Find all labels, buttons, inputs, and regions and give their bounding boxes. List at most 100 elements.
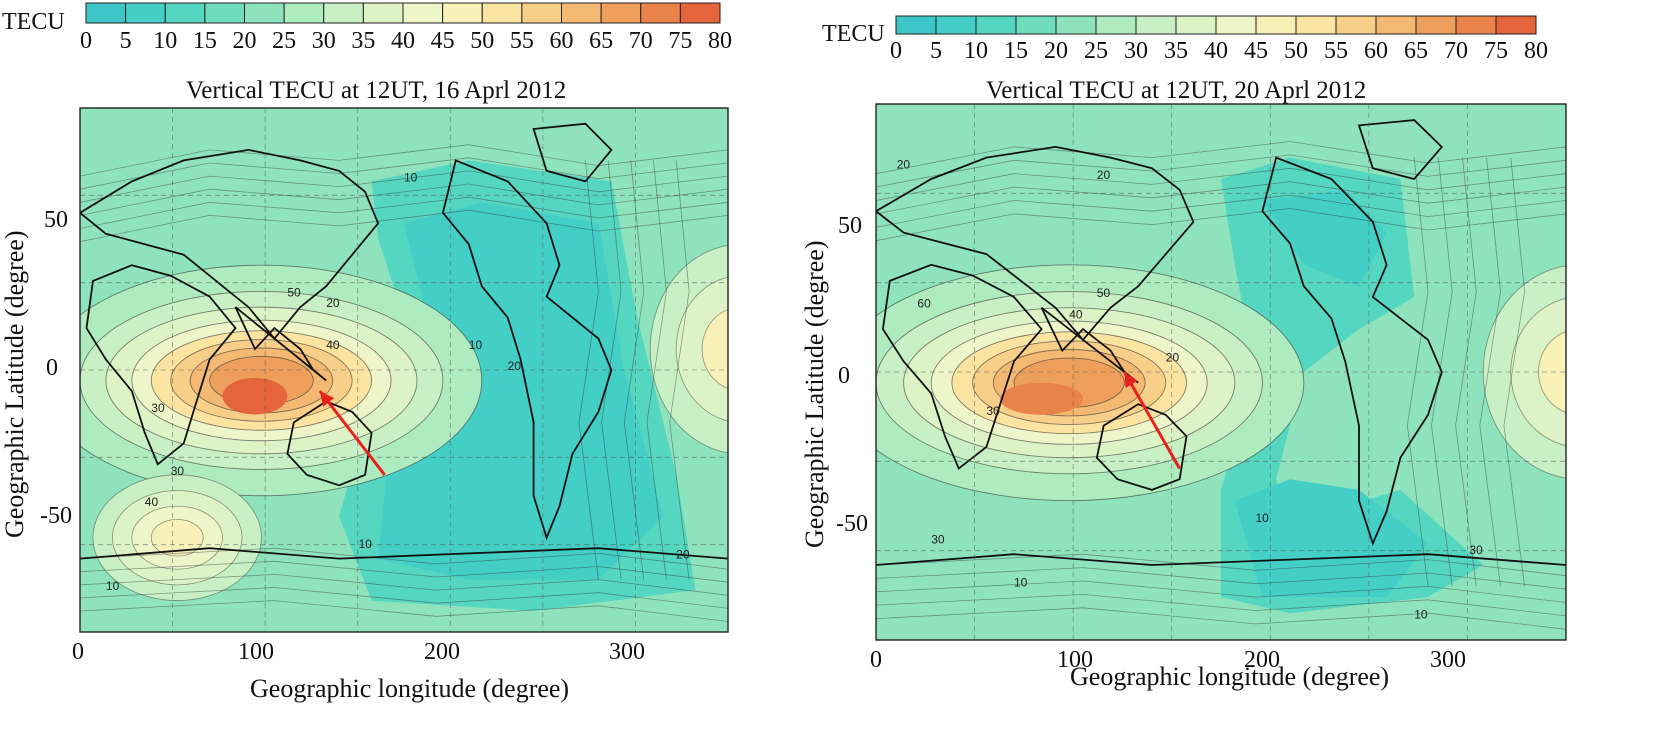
tec-band (1221, 157, 1484, 614)
tec-contour-band (701, 309, 728, 389)
tec-contour (80, 170, 728, 203)
map-title: Vertical TECU at 12UT, 16 Aprl 2012 (186, 77, 567, 104)
tec-map-right: 20 20 20 30 40 50 60 10 10 10 30 30 (875, 103, 1567, 641)
colorbar-tick: 60 (1364, 38, 1388, 64)
colorbar-tick: 35 (1164, 38, 1188, 64)
contour-label: 60 (917, 297, 931, 311)
colorbar-tick: 30 (1124, 38, 1148, 64)
contour-label: 50 (1097, 286, 1111, 300)
tec-contour (80, 183, 728, 216)
coastline (1261, 156, 1443, 547)
contour-label: 10 (106, 579, 120, 593)
y-axis-label: Geographic Latitude (degree) (0, 230, 29, 538)
colorbar-tick: 70 (628, 28, 653, 54)
x-axis-label: Geographic longitude (degree) (250, 674, 570, 703)
y-tick-50: 50 (44, 207, 68, 233)
tec-contour (623, 160, 645, 580)
tec-contour (80, 573, 728, 596)
x-tick-100: 100 (238, 639, 274, 665)
colorbar-tick: 15 (1004, 38, 1028, 64)
map-frame (79, 107, 729, 633)
map-panel-right: TECU 0 5 10 15 20 25 30 35 40 45 50 55 60 65 70 75 80 Ve… (800, 0, 1675, 746)
tec-contour (601, 160, 622, 580)
x-tick-300: 300 (609, 639, 645, 665)
tec-contour (876, 167, 1566, 201)
colorbar-tick: 55 (1324, 38, 1348, 64)
contour-label: 20 (1097, 168, 1111, 182)
x-tick-200: 200 (1244, 647, 1280, 673)
contour-label: 40 (326, 338, 340, 352)
colorbar-tick: 25 (1084, 38, 1108, 64)
tec-contour (1406, 157, 1429, 587)
colorbar-tick: 65 (1404, 38, 1428, 64)
colorbar-tick: 65 (589, 28, 614, 54)
contour-label: 20 (897, 157, 911, 171)
colorbar-tick: 70 (1444, 38, 1468, 64)
x-tick-200: 200 (424, 639, 460, 665)
y-tick-50: 50 (838, 213, 862, 239)
colorbar-tick: 40 (391, 28, 415, 54)
contour-label: 10 (1014, 575, 1028, 589)
contour-label: 20 (676, 548, 690, 562)
x-tick-0: 0 (870, 647, 882, 673)
x-tick-300: 300 (1430, 647, 1466, 673)
coastline (80, 148, 380, 341)
coastline (876, 553, 1566, 566)
colorbar-ticks-right: 0 5 10 15 20 25 30 35 40 45 50 55 60 65 70 75 80 (800, 0, 1675, 70)
coastline (1357, 119, 1444, 181)
tec-contour (578, 160, 599, 580)
tec-map-left: 10 10 10 20 20 30 30 40 40 50 20 10 (79, 107, 729, 633)
tec-contour-band (675, 276, 728, 422)
colorbar-label: TECU (2, 9, 65, 35)
map-title: Vertical TECU at 12UT, 20 Aprl 2012 (986, 77, 1367, 104)
tec-peak (222, 377, 288, 415)
red-arrow-shaft (318, 390, 386, 476)
contour-label: 30 (1469, 543, 1483, 557)
colorbar-tick: 75 (668, 28, 693, 54)
colorbar-tick: 30 (311, 28, 336, 54)
tec-contour (80, 157, 728, 190)
tec-band (1262, 189, 1387, 287)
colorbar-tick: 80 (1524, 38, 1548, 64)
colorbar-swatch (1495, 15, 1537, 35)
contour-label: 50 (287, 286, 301, 300)
colorbar-tick: 5 (119, 28, 132, 54)
tec-contour (876, 208, 1566, 242)
colorbar-tick: 75 (1484, 38, 1508, 64)
colorbar-label: TECU (822, 21, 885, 47)
tec-contour (876, 567, 1566, 590)
contour-label: 10 (1256, 511, 1270, 525)
colorbar-tick: 60 (549, 28, 574, 54)
contour-label: 40 (1069, 307, 1083, 321)
colorbar-tick: 10 (153, 28, 178, 54)
tec-contour (876, 607, 1566, 630)
contour-label: 30 (171, 464, 185, 478)
x-axis-label: Geographic longitude (degree) (1070, 662, 1390, 691)
colorbar-tick: 40 (1204, 38, 1228, 64)
coastline (85, 264, 237, 466)
coastline (876, 145, 1195, 342)
tec-contour (876, 154, 1566, 188)
tec-field: 20 20 20 30 40 50 60 10 10 10 30 30 (876, 104, 1566, 640)
colorbar-tick: 45 (1244, 38, 1268, 64)
tec-contour (80, 560, 728, 583)
colorbar-tick: 0 (80, 28, 92, 54)
tec-peak (1000, 382, 1083, 415)
coastline (234, 306, 327, 382)
contour-label: 30 (151, 401, 165, 415)
tec-contour (80, 587, 728, 609)
tec-contour (80, 144, 728, 177)
contour-label: 10 (404, 170, 418, 184)
tec-contour (669, 160, 690, 580)
colorbar-tick: 0 (890, 38, 902, 64)
colorbar-ticks-left: 0 5 10 15 20 25 30 35 40 45 50 55 60 65 70 75 80 (0, 0, 820, 60)
colorbar-right (895, 15, 1537, 35)
colorbar-tick: 15 (192, 28, 217, 54)
tec-contour-band (150, 518, 204, 557)
tec-contour-band (1538, 331, 1566, 413)
colorbar-tick: 10 (964, 38, 988, 64)
colorbar-tick: 25 (272, 28, 297, 54)
contour-label: 30 (931, 533, 945, 547)
tec-contour (1503, 157, 1526, 587)
colorbar-tick: 45 (430, 28, 455, 54)
